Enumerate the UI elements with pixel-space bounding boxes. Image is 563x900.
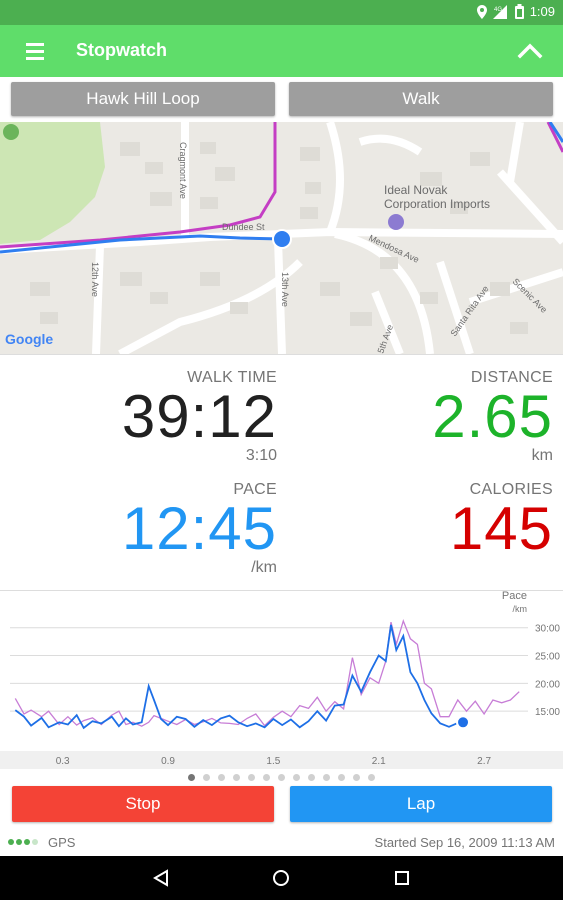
location-icon — [476, 4, 487, 19]
page-dot[interactable] — [323, 774, 330, 781]
signal-icon: 4G — [492, 4, 507, 19]
map-streets — [0, 122, 563, 354]
lap-button[interactable]: Lap — [290, 786, 552, 822]
recents-icon[interactable] — [393, 869, 411, 887]
distance-value: 2.65 — [432, 383, 553, 450]
chart-x-tick: 2.1 — [372, 756, 386, 767]
reference-route — [0, 122, 277, 249]
pace-chart[interactable]: 30:00 25:00 20:00 15:00 Pace/km 0.3 0.9 1.5 2.1 2… — [0, 590, 563, 769]
status-time: 1:09 — [529, 4, 555, 19]
chart-x-tick: 0.9 — [161, 756, 175, 767]
map-label: Dundee St — [222, 222, 265, 232]
chart-current-marker — [456, 715, 471, 730]
google-logo: Google — [5, 331, 53, 347]
chevron-up-icon[interactable] — [515, 37, 545, 65]
page-dot[interactable] — [368, 774, 375, 781]
calories-stat: CALORIES 145 — [450, 481, 553, 559]
distance-label: DISTANCE — [470, 369, 553, 386]
chart-x-tick: 1.5 — [266, 756, 280, 767]
chart-series-line — [14, 619, 520, 727]
route-button[interactable]: Hawk Hill Loop — [11, 82, 275, 116]
app-bar: Stopwatch — [0, 25, 563, 77]
page-dot[interactable] — [248, 774, 255, 781]
distance-stat: DISTANCE 2.65 km — [432, 369, 553, 465]
time-stat: WALK TIME 39:12 3:10 — [122, 369, 277, 465]
gps-signal-icon — [8, 839, 38, 845]
map-label: 13th Ave — [280, 272, 290, 307]
activity-button[interactable]: Walk — [289, 82, 553, 116]
chart-y-tick: 20:00 — [535, 679, 560, 690]
map-label: Corporation Imports — [384, 197, 490, 211]
park-marker-icon — [3, 124, 19, 140]
time-label: WALK TIME — [187, 369, 277, 386]
map-label: Cragmont Ave — [178, 142, 188, 199]
back-icon[interactable] — [152, 869, 170, 887]
map-label: 12th Ave — [90, 262, 100, 297]
gps-label: GPS — [48, 835, 76, 850]
map-label: Ideal Novak — [384, 183, 448, 197]
map-buildings — [30, 142, 528, 334]
battery-icon — [514, 4, 524, 19]
page-dot[interactable] — [308, 774, 315, 781]
chart-x-axis-band — [0, 751, 563, 769]
svg-text:4G: 4G — [494, 7, 502, 13]
place-marker-icon — [388, 214, 404, 230]
pace-unit: /km — [251, 559, 277, 576]
status-icons: 4G 1:09 — [476, 4, 555, 19]
home-icon[interactable] — [272, 869, 290, 887]
map-canvas: Ideal Novak Corporation Imports Dundee S… — [0, 122, 563, 354]
stats-panel: WALK TIME 39:12 3:10 DISTANCE 2.65 km PA… — [0, 354, 563, 590]
distance-unit: km — [531, 447, 553, 464]
current-route — [0, 234, 283, 254]
chart-x-tick: 2.7 — [477, 756, 491, 767]
route-map[interactable]: Ideal Novak Corporation Imports Dundee S… — [0, 122, 563, 354]
page-dot[interactable] — [233, 774, 240, 781]
current-location-marker — [272, 229, 292, 249]
calories-label: CALORIES — [469, 481, 553, 498]
chart-y-unit: /km — [513, 604, 528, 614]
pace-value: 12:45 — [121, 495, 277, 562]
page-dot[interactable] — [203, 774, 210, 781]
chart-x-tick: 0.3 — [56, 756, 70, 767]
chart-y-tick: 15:00 — [535, 707, 560, 718]
chart-y-label: Pace — [502, 591, 527, 602]
time-sub: 3:10 — [245, 447, 277, 464]
system-nav-bar — [0, 856, 563, 900]
time-value: 39:12 — [121, 383, 277, 450]
chart-y-tick: 25:00 — [535, 652, 560, 663]
page-dot[interactable] — [278, 774, 285, 781]
stop-button[interactable]: Stop — [12, 786, 274, 822]
selector-bar: Hawk Hill Loop Walk — [0, 77, 563, 122]
page-dot[interactable] — [188, 774, 195, 781]
chart-y-tick: 30:00 — [535, 624, 560, 635]
page-dot[interactable] — [293, 774, 300, 781]
page-dot[interactable] — [338, 774, 345, 781]
chart-series-line — [14, 624, 459, 730]
pace-stat: PACE 12:45 /km — [122, 481, 277, 577]
calories-value: 145 — [449, 495, 553, 562]
page-dot[interactable] — [353, 774, 360, 781]
park-area — [0, 122, 105, 244]
pace-label: PACE — [233, 481, 277, 498]
footer: GPS Started Sep 16, 2009 11:13 AM — [0, 830, 563, 856]
app-title: Stopwatch — [76, 40, 168, 60]
started-timestamp: Started Sep 16, 2009 11:13 AM — [374, 835, 555, 850]
page-indicator — [0, 768, 563, 782]
menu-icon[interactable] — [26, 40, 50, 62]
pace-chart-canvas: 30:00 25:00 20:00 15:00 Pace/km 0.3 0.9 1.5 2.1 2… — [0, 590, 563, 769]
page-dot[interactable] — [263, 774, 270, 781]
status-bar: 4G 1:09 — [0, 0, 563, 25]
page-dot[interactable] — [218, 774, 225, 781]
